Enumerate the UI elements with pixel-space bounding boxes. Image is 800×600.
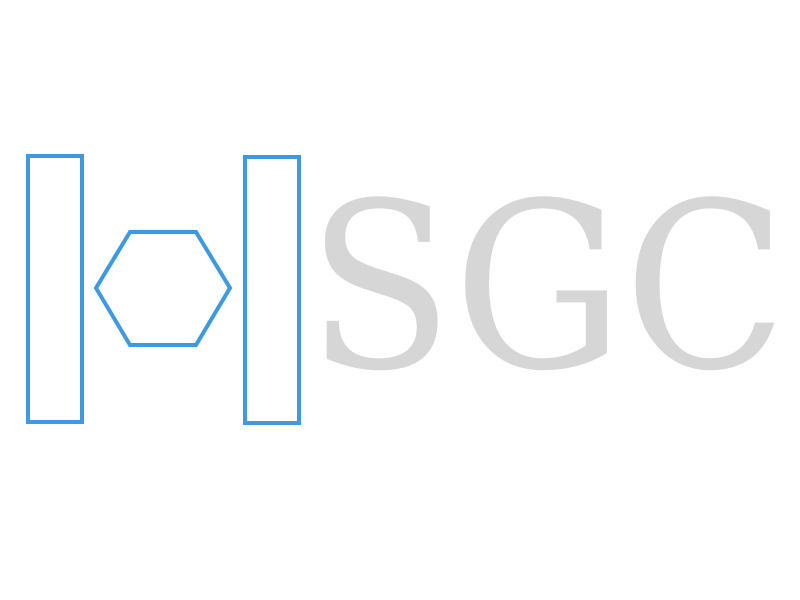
logo-wordmark: SGC [307,155,787,422]
hexagon [93,230,233,347]
bracketed-hexagon-icon [26,154,301,425]
right-bracket [243,155,301,425]
left-bracket [26,154,84,424]
